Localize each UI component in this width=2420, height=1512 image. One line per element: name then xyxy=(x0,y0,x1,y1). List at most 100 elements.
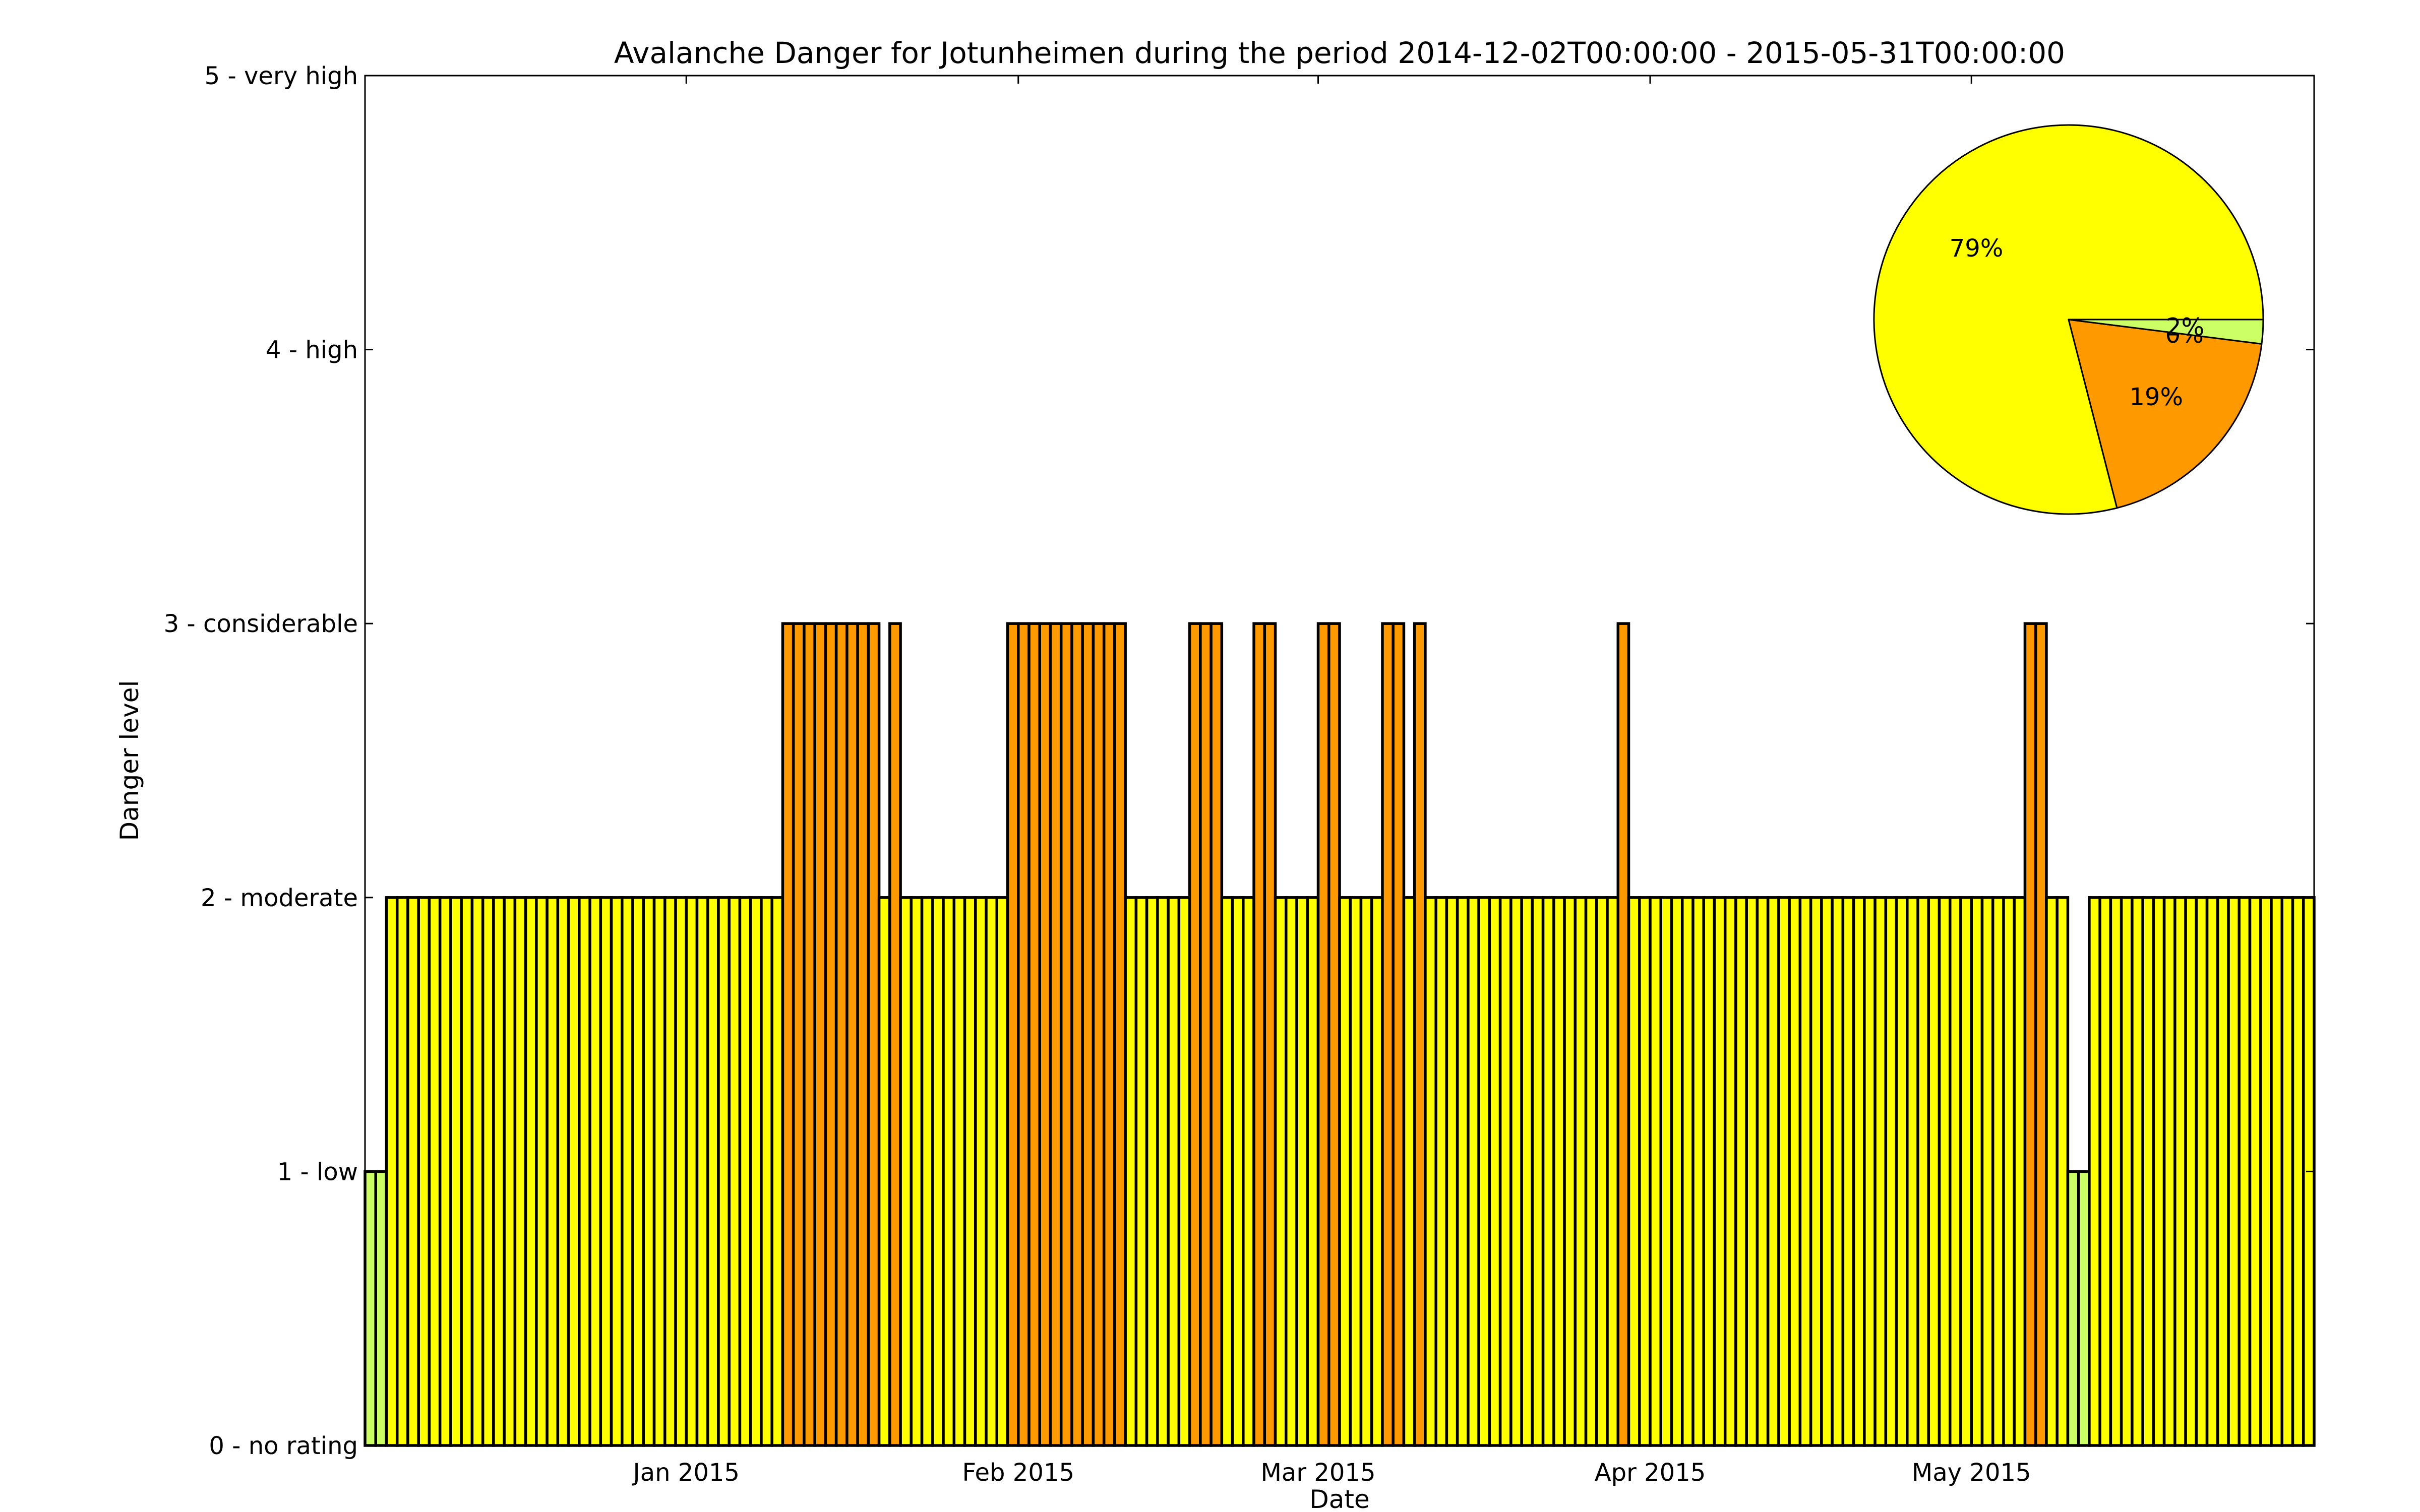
danger-bar xyxy=(1927,896,1941,1447)
danger-bar xyxy=(663,896,677,1447)
danger-bar xyxy=(1520,896,1534,1447)
danger-bar xyxy=(1531,896,1545,1447)
danger-bar xyxy=(1745,896,1759,1447)
danger-bar xyxy=(728,896,742,1447)
y-tick-label: 3 - considerable xyxy=(164,610,358,638)
danger-bar xyxy=(1809,896,1823,1447)
danger-bar xyxy=(1381,622,1395,1447)
danger-bar xyxy=(963,896,977,1447)
danger-bar xyxy=(2237,896,2252,1447)
danger-bar xyxy=(1285,896,1298,1447)
danger-bar xyxy=(1188,622,1202,1447)
danger-bar xyxy=(2184,896,2198,1447)
danger-bar xyxy=(1680,896,1695,1447)
danger-bar xyxy=(1124,896,1138,1447)
danger-bar xyxy=(578,896,591,1447)
danger-bar xyxy=(1392,622,1406,1447)
danger-bar xyxy=(1445,896,1459,1447)
danger-bar xyxy=(524,896,538,1447)
danger-bar xyxy=(1017,622,1031,1447)
danger-bar xyxy=(2013,896,2027,1447)
danger-bar xyxy=(2088,896,2101,1447)
ticks-layer: 0 - no rating 1 - low 2 - moderate 3 - cons… xyxy=(164,62,2314,1487)
danger-bar xyxy=(2002,896,2016,1447)
danger-bar xyxy=(1306,896,1320,1447)
danger-bar xyxy=(1456,896,1470,1447)
danger-bar xyxy=(1949,896,1962,1447)
danger-bar xyxy=(1038,622,1052,1447)
danger-bar xyxy=(1316,622,1330,1447)
danger-bar xyxy=(1231,896,1245,1447)
danger-bar xyxy=(1841,896,1855,1447)
danger-bar xyxy=(2205,896,2219,1447)
danger-bar xyxy=(610,896,624,1447)
danger-bar xyxy=(1370,896,1384,1447)
danger-bar xyxy=(1766,896,1780,1447)
danger-bar xyxy=(1831,896,1845,1447)
danger-bar xyxy=(674,896,688,1447)
pie-slice xyxy=(2068,319,2263,509)
danger-bar xyxy=(1734,896,1748,1447)
danger-bar xyxy=(1938,896,1952,1447)
danger-bar xyxy=(1820,896,1834,1447)
chart-title: Avalanche Danger for Jotunheimen during … xyxy=(614,36,2065,70)
danger-bar xyxy=(1177,896,1191,1447)
y-tick-label: 0 - no rating xyxy=(209,1432,358,1460)
danger-bar xyxy=(706,896,720,1447)
danger-bar xyxy=(1209,622,1224,1447)
danger-bar xyxy=(1574,896,1588,1447)
danger-bar xyxy=(1595,896,1609,1447)
danger-bar xyxy=(1081,622,1095,1447)
danger-bar xyxy=(2173,896,2187,1447)
danger-bar xyxy=(364,1170,377,1447)
danger-bar xyxy=(2216,896,2230,1447)
danger-bar xyxy=(1541,896,1555,1447)
danger-bar xyxy=(460,896,474,1447)
danger-bar xyxy=(1488,896,1502,1447)
pie-slice-label: 19% xyxy=(2129,383,2183,411)
danger-bar xyxy=(503,896,517,1447)
danger-bar xyxy=(546,896,560,1447)
danger-bar xyxy=(1498,896,1512,1447)
danger-bar xyxy=(470,896,485,1447)
danger-bar xyxy=(1509,896,1523,1447)
danger-bar xyxy=(1638,896,1652,1447)
pie-slice-label: 2% xyxy=(2166,313,2204,342)
plot-frame xyxy=(364,75,2315,1446)
danger-bar xyxy=(985,896,999,1447)
danger-bar xyxy=(535,896,549,1447)
danger-bar xyxy=(1263,622,1277,1447)
danger-bar xyxy=(1252,622,1266,1447)
danger-bar xyxy=(749,896,763,1447)
danger-bar xyxy=(1702,896,1716,1447)
danger-bar xyxy=(1691,896,1705,1447)
danger-bar xyxy=(438,896,452,1447)
danger-bar xyxy=(374,1170,388,1447)
danger-bar xyxy=(920,896,934,1447)
danger-bar xyxy=(1649,896,1663,1447)
danger-bar xyxy=(642,896,656,1447)
x-tick-label: Jan 2015 xyxy=(632,1459,740,1487)
danger-bar xyxy=(781,622,795,1447)
danger-bar xyxy=(1477,896,1491,1447)
danger-bar xyxy=(588,896,602,1447)
danger-bar xyxy=(1434,896,1448,1447)
danger-bar xyxy=(1852,896,1866,1447)
danger-bar xyxy=(1134,896,1148,1447)
danger-bar xyxy=(1884,896,1898,1447)
danger-bar xyxy=(942,896,956,1447)
danger-bar xyxy=(2131,896,2144,1447)
danger-bar xyxy=(1970,896,1984,1447)
x-axis-label: Date xyxy=(1309,1485,1370,1512)
pie-slice-label: 79% xyxy=(1950,234,2004,263)
danger-bar xyxy=(385,896,399,1447)
danger-bar xyxy=(867,622,881,1447)
danger-bar xyxy=(1906,896,1919,1447)
pie-chart: 79%19%0%2% xyxy=(1873,124,2264,515)
danger-bar xyxy=(738,896,752,1447)
danger-bar xyxy=(1327,622,1341,1447)
danger-bar xyxy=(1413,622,1427,1447)
danger-bar xyxy=(1338,896,1352,1447)
y-tick-label: 4 - high xyxy=(266,336,358,364)
danger-bar xyxy=(428,896,442,1447)
